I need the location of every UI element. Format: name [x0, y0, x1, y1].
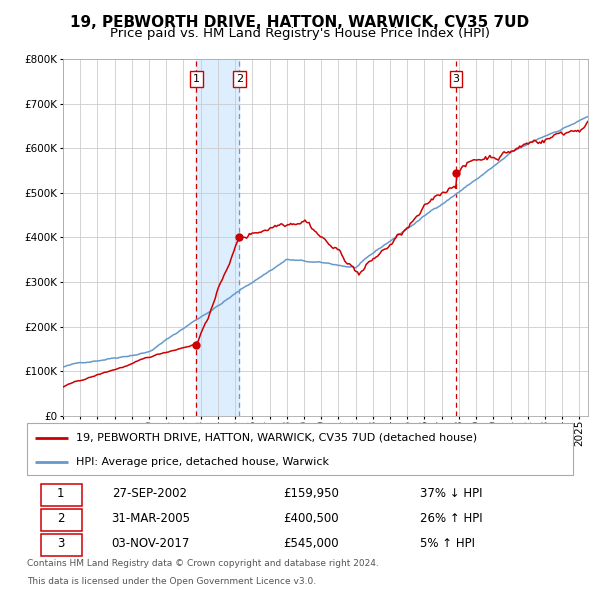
- FancyBboxPatch shape: [41, 534, 82, 556]
- Text: 31-MAR-2005: 31-MAR-2005: [112, 512, 191, 525]
- Bar: [196, 59, 239, 416]
- FancyBboxPatch shape: [41, 509, 82, 530]
- Text: 03-NOV-2017: 03-NOV-2017: [112, 537, 190, 550]
- Text: Price paid vs. HM Land Registry's House Price Index (HPI): Price paid vs. HM Land Registry's House …: [110, 27, 490, 40]
- Text: 37% ↓ HPI: 37% ↓ HPI: [420, 487, 482, 500]
- Text: This data is licensed under the Open Government Licence v3.0.: This data is licensed under the Open Gov…: [27, 577, 316, 586]
- Text: 19, PEBWORTH DRIVE, HATTON, WARWICK, CV35 7UD: 19, PEBWORTH DRIVE, HATTON, WARWICK, CV3…: [70, 15, 530, 30]
- FancyBboxPatch shape: [41, 484, 82, 506]
- FancyBboxPatch shape: [27, 423, 573, 475]
- Text: 27-SEP-2002: 27-SEP-2002: [112, 487, 187, 500]
- Text: 2: 2: [236, 74, 243, 84]
- Text: 1: 1: [57, 487, 65, 500]
- Text: Contains HM Land Registry data © Crown copyright and database right 2024.: Contains HM Land Registry data © Crown c…: [27, 559, 379, 568]
- Text: £159,950: £159,950: [284, 487, 340, 500]
- Text: 3: 3: [57, 537, 65, 550]
- Text: 3: 3: [452, 74, 460, 84]
- Text: £545,000: £545,000: [284, 537, 339, 550]
- Text: 5% ↑ HPI: 5% ↑ HPI: [420, 537, 475, 550]
- Text: 1: 1: [193, 74, 200, 84]
- Text: £400,500: £400,500: [284, 512, 339, 525]
- Text: HPI: Average price, detached house, Warwick: HPI: Average price, detached house, Warw…: [76, 457, 329, 467]
- Text: 26% ↑ HPI: 26% ↑ HPI: [420, 512, 483, 525]
- Text: 2: 2: [57, 512, 65, 525]
- Text: 19, PEBWORTH DRIVE, HATTON, WARWICK, CV35 7UD (detached house): 19, PEBWORTH DRIVE, HATTON, WARWICK, CV3…: [76, 432, 477, 442]
